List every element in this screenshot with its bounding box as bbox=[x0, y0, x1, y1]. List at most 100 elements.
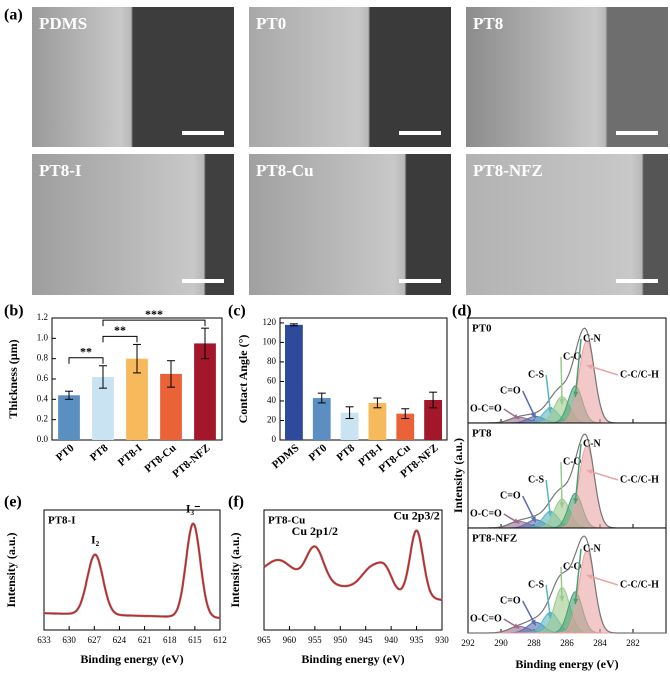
arrow-head bbox=[547, 406, 553, 413]
y-tick-label: 1.0 bbox=[37, 332, 49, 342]
y-tick-label: 0.8 bbox=[37, 353, 49, 363]
peak-label: C-C/C-H bbox=[620, 369, 659, 380]
y-axis-label: Intensity (a.u.) bbox=[4, 532, 18, 607]
arrow-head bbox=[530, 412, 536, 419]
arrow bbox=[560, 566, 563, 602]
peak-label: Cu 2p3/2 bbox=[393, 508, 439, 522]
x-tick-label: PT0 bbox=[54, 442, 77, 464]
peak-label: I₃⁻ bbox=[186, 501, 201, 515]
x-tick-label: 286 bbox=[560, 638, 574, 648]
x-tick-label: 945 bbox=[359, 635, 373, 645]
peak-label: C-S bbox=[528, 579, 545, 590]
peak-label: C-C/C-H bbox=[620, 579, 659, 590]
bar bbox=[424, 399, 442, 440]
x-tick-label: PT8 bbox=[334, 442, 357, 464]
arrow-head bbox=[513, 623, 520, 629]
panel-title: PT8-NFZ bbox=[472, 533, 517, 545]
x-tick-label: 950 bbox=[334, 635, 348, 645]
sem-image bbox=[249, 7, 451, 147]
x-tick-label: 290 bbox=[494, 638, 508, 648]
y-tick-label: 80 bbox=[267, 356, 277, 366]
peak-label: O-C=O bbox=[470, 508, 502, 519]
arrow-head bbox=[573, 391, 579, 398]
x-tick-label: PT8 bbox=[88, 442, 111, 464]
arrow bbox=[574, 338, 582, 398]
scale-bar bbox=[182, 131, 224, 135]
bar bbox=[92, 376, 114, 440]
peak-label: C-O bbox=[563, 561, 582, 572]
panel-title: PT0 bbox=[472, 323, 492, 335]
panel-label: (d) bbox=[452, 303, 472, 320]
fit-curve bbox=[44, 522, 220, 619]
x-tick-label: 940 bbox=[384, 635, 398, 645]
x-tick-label: PT0 bbox=[307, 442, 330, 464]
y-tick-label: 0 bbox=[272, 434, 277, 444]
arrow-head bbox=[586, 469, 593, 475]
peak-label: O-C=O bbox=[470, 403, 502, 414]
sem-label: PT8-NFZ bbox=[473, 161, 543, 180]
y-axis-label: Contact Angle (°) bbox=[236, 335, 250, 424]
plot-frame bbox=[279, 317, 448, 441]
peak-label: C-S bbox=[528, 474, 545, 485]
bar bbox=[58, 395, 80, 440]
y-tick-label: 0.0 bbox=[37, 434, 49, 444]
bar bbox=[160, 373, 182, 440]
sem-image bbox=[32, 7, 234, 147]
panel-title: PT8-Cu bbox=[268, 515, 305, 527]
peak-label: C=O bbox=[500, 385, 521, 396]
panel-title: PT8-I bbox=[48, 515, 76, 527]
arrow-head bbox=[547, 510, 553, 517]
x-tick-label: 284 bbox=[593, 638, 607, 648]
significance-bracket bbox=[102, 335, 138, 343]
y-axis-label: Intensity (a.u.) bbox=[228, 532, 242, 607]
panel-label: (c) bbox=[228, 303, 246, 320]
scale-bar bbox=[399, 279, 441, 283]
x-tick-label: PDMS bbox=[270, 442, 302, 471]
x-tick-label: 630 bbox=[62, 635, 76, 645]
x-tick-label: PT8-I bbox=[116, 442, 145, 469]
sem-image bbox=[249, 154, 451, 295]
arrow-head bbox=[573, 498, 579, 504]
peak-label: Cu 2p1/2 bbox=[292, 524, 338, 538]
x-tick-label: 612 bbox=[213, 635, 227, 645]
y-tick-label: 100 bbox=[263, 336, 277, 346]
peak-label: C-S bbox=[528, 369, 545, 380]
y-tick-label: 60 bbox=[267, 376, 277, 386]
significance-label: ** bbox=[80, 345, 92, 359]
peak-label: C=O bbox=[500, 490, 521, 501]
x-tick-label: 621 bbox=[138, 635, 152, 645]
peak-label: C-N bbox=[583, 543, 602, 554]
arrow-head bbox=[573, 598, 579, 605]
sem-label: PT0 bbox=[256, 14, 286, 33]
arrow-head bbox=[586, 574, 593, 580]
scale-bar bbox=[616, 131, 658, 135]
arrow-head bbox=[559, 399, 565, 405]
arrow-head bbox=[586, 364, 593, 370]
arrow bbox=[545, 374, 552, 413]
bar bbox=[368, 402, 387, 440]
sem-label: PT8-I bbox=[39, 161, 82, 180]
x-tick-label: 288 bbox=[527, 638, 541, 648]
arrow bbox=[545, 479, 552, 517]
arrow-head bbox=[530, 516, 536, 523]
y-tick-label: 40 bbox=[267, 395, 277, 405]
x-axis-label: Binding energy (eV) bbox=[515, 657, 618, 671]
bar bbox=[285, 324, 303, 440]
sem-label: PT8 bbox=[473, 14, 503, 33]
sem-image bbox=[466, 7, 668, 147]
arrow-head bbox=[513, 518, 520, 524]
arrow-head bbox=[513, 413, 520, 419]
y-tick-label: 120 bbox=[263, 317, 277, 327]
arrow bbox=[545, 584, 552, 619]
arrow bbox=[560, 356, 563, 405]
significance-label: *** bbox=[145, 307, 163, 321]
peak-label: C-N bbox=[583, 438, 602, 449]
significance-label: ** bbox=[114, 323, 126, 337]
sem-image bbox=[466, 154, 668, 295]
x-tick-label: PT8-NFZ bbox=[170, 442, 212, 480]
x-axis-label: Binding energy (eV) bbox=[301, 652, 404, 666]
arrow-head bbox=[530, 619, 536, 626]
y-axis-label: Thickness (μm) bbox=[6, 339, 20, 418]
bar bbox=[312, 398, 331, 440]
x-axis-label: Binding energy (eV) bbox=[80, 652, 183, 666]
